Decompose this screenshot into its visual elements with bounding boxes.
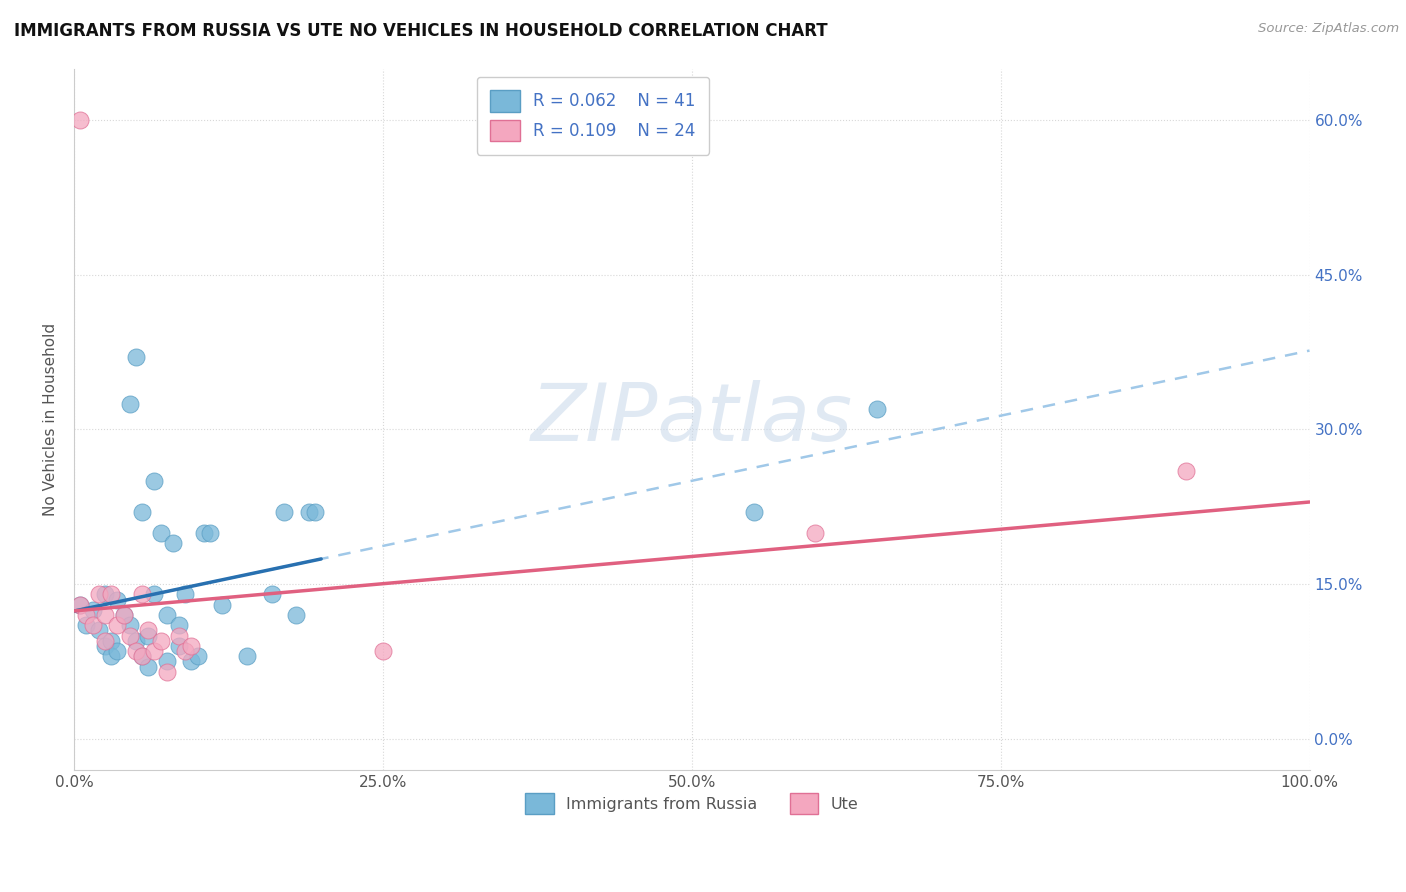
Point bbox=[69, 598, 91, 612]
Point bbox=[75, 607, 97, 622]
Point bbox=[131, 649, 153, 664]
Point bbox=[149, 525, 172, 540]
Point bbox=[87, 624, 110, 638]
Point bbox=[187, 649, 209, 664]
Point bbox=[118, 396, 141, 410]
Point bbox=[804, 525, 827, 540]
Point bbox=[167, 618, 190, 632]
Point bbox=[156, 665, 179, 679]
Point bbox=[125, 644, 148, 658]
Text: ZIPatlas: ZIPatlas bbox=[530, 380, 853, 458]
Point bbox=[118, 629, 141, 643]
Point bbox=[371, 644, 394, 658]
Point bbox=[273, 505, 295, 519]
Point bbox=[180, 654, 202, 668]
Point bbox=[236, 649, 259, 664]
Point bbox=[866, 401, 889, 416]
Point bbox=[198, 525, 221, 540]
Point bbox=[143, 644, 166, 658]
Point bbox=[118, 618, 141, 632]
Point bbox=[193, 525, 215, 540]
Point bbox=[100, 587, 122, 601]
Point bbox=[156, 607, 179, 622]
Point bbox=[211, 598, 233, 612]
Point bbox=[1175, 464, 1198, 478]
Point bbox=[167, 639, 190, 653]
Point bbox=[742, 505, 765, 519]
Point bbox=[180, 639, 202, 653]
Point bbox=[94, 607, 117, 622]
Point bbox=[167, 629, 190, 643]
Point bbox=[82, 603, 104, 617]
Point bbox=[69, 113, 91, 128]
Point bbox=[69, 598, 91, 612]
Point bbox=[75, 618, 97, 632]
Point bbox=[105, 644, 128, 658]
Point bbox=[174, 587, 197, 601]
Text: Source: ZipAtlas.com: Source: ZipAtlas.com bbox=[1258, 22, 1399, 36]
Point bbox=[298, 505, 321, 519]
Y-axis label: No Vehicles in Household: No Vehicles in Household bbox=[44, 323, 58, 516]
Point bbox=[105, 592, 128, 607]
Point bbox=[125, 633, 148, 648]
Legend: Immigrants from Russia, Ute: Immigrants from Russia, Ute bbox=[513, 782, 870, 825]
Point bbox=[94, 633, 117, 648]
Point bbox=[105, 618, 128, 632]
Point bbox=[131, 649, 153, 664]
Point bbox=[94, 587, 117, 601]
Point bbox=[82, 618, 104, 632]
Point bbox=[112, 607, 135, 622]
Point bbox=[131, 505, 153, 519]
Point bbox=[143, 474, 166, 488]
Point bbox=[136, 624, 159, 638]
Point bbox=[136, 659, 159, 673]
Text: IMMIGRANTS FROM RUSSIA VS UTE NO VEHICLES IN HOUSEHOLD CORRELATION CHART: IMMIGRANTS FROM RUSSIA VS UTE NO VEHICLE… bbox=[14, 22, 828, 40]
Point bbox=[285, 607, 308, 622]
Point bbox=[112, 607, 135, 622]
Point bbox=[94, 639, 117, 653]
Point bbox=[131, 587, 153, 601]
Point bbox=[162, 536, 184, 550]
Point bbox=[87, 587, 110, 601]
Point bbox=[304, 505, 326, 519]
Point bbox=[149, 633, 172, 648]
Point bbox=[125, 350, 148, 364]
Point bbox=[260, 587, 283, 601]
Point bbox=[136, 629, 159, 643]
Point bbox=[143, 587, 166, 601]
Point bbox=[156, 654, 179, 668]
Point bbox=[100, 633, 122, 648]
Point bbox=[100, 649, 122, 664]
Point bbox=[174, 644, 197, 658]
